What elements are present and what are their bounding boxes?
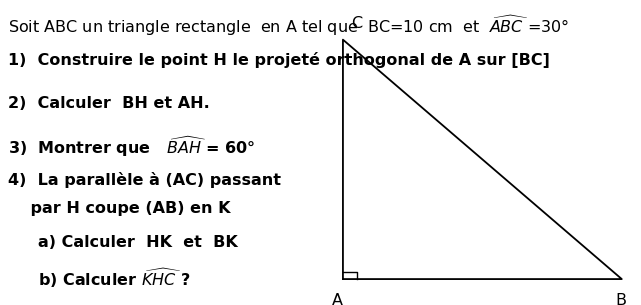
- Text: Soit ABC un triangle rectangle  en A tel que  BC=10 cm  et  $\widehat{ABC}$ =30°: Soit ABC un triangle rectangle en A tel …: [8, 14, 570, 38]
- Text: 1)  Construire le point H le projeté orthogonal de A sur [BC]: 1) Construire le point H le projeté orth…: [8, 52, 550, 68]
- Text: C: C: [351, 16, 362, 30]
- Text: par H coupe (AB) en K: par H coupe (AB) en K: [8, 201, 231, 216]
- Text: 4)  La parallèle à (AC) passant: 4) La parallèle à (AC) passant: [8, 172, 281, 188]
- Text: B: B: [615, 293, 626, 305]
- Text: 2)  Calculer  BH et AH.: 2) Calculer BH et AH.: [8, 96, 210, 111]
- Text: A: A: [332, 293, 344, 305]
- Text: 3)  Montrer que   $\widehat{BAH}$ = 60°: 3) Montrer que $\widehat{BAH}$ = 60°: [8, 134, 256, 159]
- Text: b) Calculer $\widehat{KHC}$ ?: b) Calculer $\widehat{KHC}$ ?: [38, 267, 191, 290]
- Text: a) Calculer  HK  et  BK: a) Calculer HK et BK: [38, 235, 238, 250]
